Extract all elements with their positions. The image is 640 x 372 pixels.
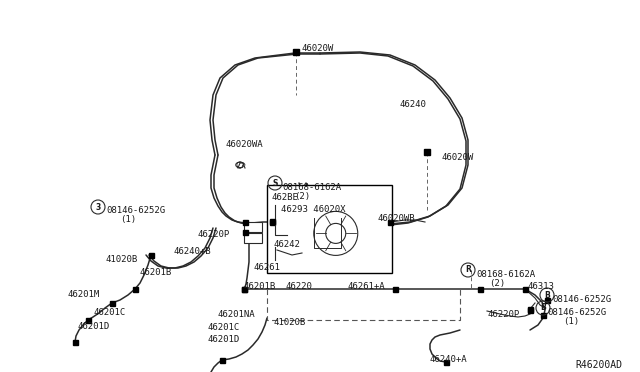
Bar (541, 312, 545, 317)
Bar (220, 357, 225, 362)
Text: 46201B: 46201B (139, 268, 172, 277)
Bar (527, 308, 532, 312)
Bar (244, 222, 262, 232)
Text: (1): (1) (120, 215, 136, 224)
Bar (522, 286, 527, 292)
Text: 46020W: 46020W (441, 153, 473, 162)
Bar (243, 219, 248, 224)
Text: 46201C: 46201C (94, 308, 126, 317)
Text: 08146-6252G: 08146-6252G (552, 295, 611, 304)
Bar (293, 49, 299, 55)
Text: (1): (1) (563, 317, 579, 326)
Bar (148, 253, 154, 257)
Text: 46201M: 46201M (68, 290, 100, 299)
Text: (2): (2) (294, 192, 310, 201)
Text: 46201NA: 46201NA (218, 310, 255, 319)
Bar (387, 219, 392, 224)
Text: 08168-6162A: 08168-6162A (282, 183, 341, 192)
Bar (244, 233, 262, 243)
Bar (109, 301, 115, 305)
Bar (424, 149, 430, 155)
Bar (477, 286, 483, 292)
Text: 462BE: 462BE (272, 193, 299, 202)
Text: 08146-6252G: 08146-6252G (547, 308, 606, 317)
Bar (392, 286, 397, 292)
Text: 46220: 46220 (286, 282, 313, 291)
Text: 46261: 46261 (253, 263, 280, 272)
Text: 41020B: 41020B (106, 255, 138, 264)
Text: 46220P: 46220P (197, 230, 229, 239)
Text: 46240+A: 46240+A (429, 355, 467, 364)
Text: (2): (2) (489, 279, 505, 288)
Text: B: B (544, 291, 550, 299)
Text: 46220P: 46220P (487, 310, 519, 319)
Bar (72, 340, 77, 344)
Text: 46293 46020X: 46293 46020X (281, 205, 346, 214)
Text: B: B (540, 304, 546, 312)
Bar (86, 317, 90, 323)
Text: 46313: 46313 (527, 282, 554, 291)
Bar (269, 218, 275, 224)
Text: 46201C: 46201C (207, 323, 239, 332)
Bar (267, 185, 392, 273)
Text: S: S (272, 179, 278, 187)
Bar (243, 230, 248, 234)
Text: 08146-6252G: 08146-6252G (106, 206, 165, 215)
Text: 41020B: 41020B (273, 318, 305, 327)
Text: 46261+A: 46261+A (347, 282, 385, 291)
Text: R46200AD: R46200AD (575, 360, 622, 370)
Text: 46020W: 46020W (302, 44, 334, 53)
Text: 46240+B: 46240+B (174, 247, 212, 256)
Bar (444, 359, 449, 365)
Text: 46201D: 46201D (77, 322, 109, 331)
Text: 46240: 46240 (399, 100, 426, 109)
Text: 46020WB: 46020WB (378, 214, 415, 223)
Bar (545, 298, 550, 302)
Bar (269, 219, 275, 224)
Text: 46201B: 46201B (244, 282, 276, 291)
Text: 46242: 46242 (274, 240, 301, 249)
Text: 08168-6162A: 08168-6162A (476, 270, 535, 279)
Bar (241, 286, 246, 292)
Bar (527, 307, 532, 311)
Bar (132, 286, 138, 292)
Text: 3: 3 (95, 202, 100, 212)
Text: 46201D: 46201D (208, 335, 240, 344)
Text: 46020WA: 46020WA (226, 140, 264, 149)
Text: R: R (465, 266, 471, 275)
Bar (241, 286, 246, 292)
